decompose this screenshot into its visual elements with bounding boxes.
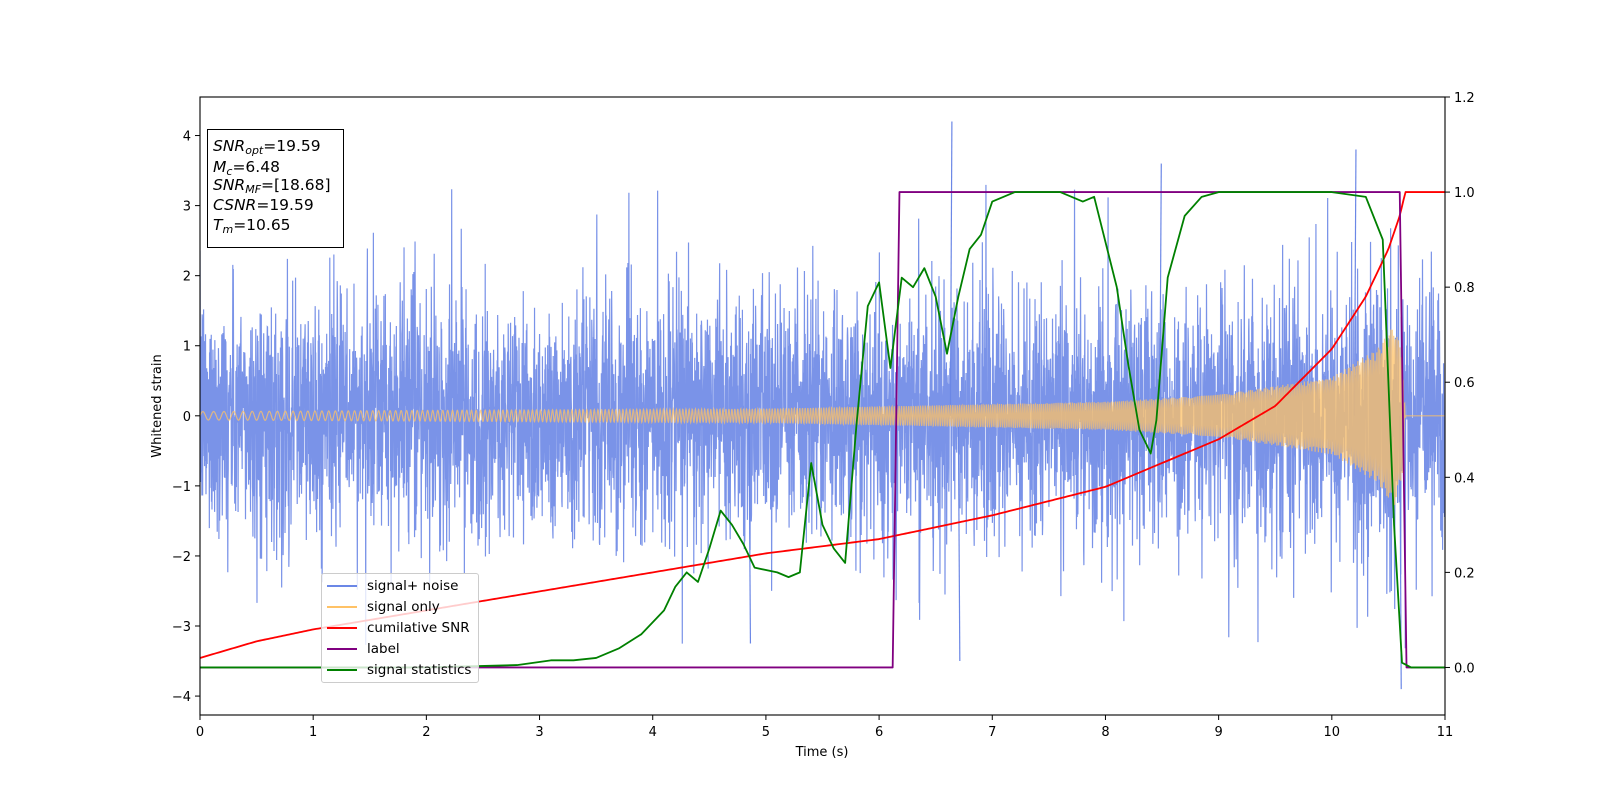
mc-line: Mc=6.48: [213, 157, 280, 178]
legend-item-signal-only: signal only: [322, 597, 440, 617]
y-left-tick-label: 3: [183, 200, 191, 215]
x-tick-label: 1: [309, 725, 317, 740]
x-tick-label: 2: [422, 725, 430, 740]
legend-item-signal-statistics: signal statistics: [322, 660, 471, 680]
y-right-tick-label: 0.0: [1454, 661, 1475, 676]
x-tick-label: 11: [1437, 725, 1454, 740]
snr-mf-line: SNRMF=[18.68]: [213, 176, 331, 196]
x-tick-label: 6: [875, 725, 883, 740]
x-tick-label: 0: [196, 725, 204, 740]
tm-line: Tm=10.65: [213, 216, 291, 236]
y-left-tick-label: 4: [183, 130, 191, 145]
y-right-tick-label: 1.2: [1454, 91, 1475, 106]
legend-swatch-signal-statistics: [327, 669, 357, 671]
x-tick-label: 7: [988, 725, 996, 740]
y-left-tick-label: −1: [172, 480, 191, 495]
y-right-tick-label: 0.4: [1454, 471, 1475, 486]
x-tick-label: 4: [649, 725, 657, 740]
signal-only-line: [200, 329, 1445, 506]
y-right-tick-label: 0.2: [1454, 566, 1475, 581]
legend-item-signal-noise: signal+ noise: [322, 576, 458, 596]
y-right-tick-label: 1.0: [1454, 186, 1475, 201]
y-axis-label: Whitened strain: [150, 354, 165, 457]
y-left-tick-label: −4: [172, 690, 191, 705]
axes: 0 1 2 3 4 5 6 7 8 9 10 11 −4 −3 −2 −1 0 1 2 3 4 0.0 0.2 0.4 0.6 0…: [172, 91, 1475, 740]
legend-swatch-signal-only: [327, 606, 357, 608]
x-tick-label: 3: [535, 725, 543, 740]
legend-item-cumulative-snr: cumilative SNR: [322, 618, 470, 638]
metrics-infobox: SNRopt=19.59 Mc=6.48 SNRMF=[18.68] CSNR=…: [207, 129, 344, 248]
csnr-line: CSNR=19.59: [213, 195, 314, 214]
noise-spike: [748, 415, 752, 644]
legend-item-label: label: [322, 639, 400, 659]
y-left-tick-label: −3: [172, 620, 191, 635]
y-right-tick-label: 0.8: [1454, 281, 1475, 296]
legend-swatch-label: [327, 648, 357, 650]
y-left-tick-label: 1: [183, 340, 191, 355]
legend-swatch-cumulative-snr: [327, 627, 357, 629]
x-tick-label: 8: [1101, 725, 1109, 740]
noise-spike: [949, 121, 953, 416]
y-left-tick-label: 0: [183, 410, 191, 425]
x-axis-label: Time (s): [795, 745, 849, 760]
x-tick-label: 5: [762, 725, 770, 740]
y-left-tick-label: −2: [172, 550, 191, 565]
signal-noise-line: [200, 184, 1445, 649]
y-right-tick-label: 0.6: [1454, 376, 1475, 391]
noise-spike: [957, 415, 961, 662]
signal-statistics-line: [200, 191, 1445, 669]
snr-opt-line: SNRopt=19.59: [213, 137, 321, 157]
plot-frame: [199, 96, 1446, 716]
signal-only-series: [200, 329, 1445, 506]
chart-legend: signal+ noise signal only cumilative SNR…: [321, 573, 479, 683]
y-left-tick-label: 2: [183, 270, 191, 285]
x-tick-label: 10: [1324, 725, 1341, 740]
legend-swatch-signal-noise: [327, 585, 357, 587]
x-tick-label: 9: [1214, 725, 1222, 740]
